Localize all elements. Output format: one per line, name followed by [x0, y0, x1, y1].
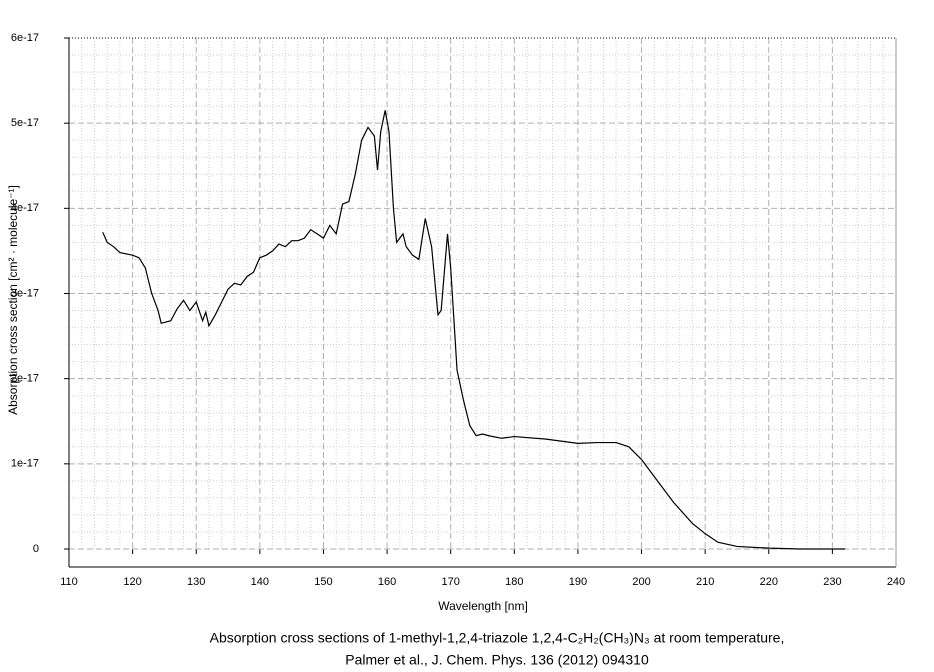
caption: Absorption cross sections of 1-methyl-1,…: [210, 630, 785, 646]
x-tick-label: 110: [60, 576, 78, 588]
y-tick-label: 2e-17: [11, 373, 39, 385]
x-tick-label: 180: [505, 576, 523, 588]
x-tick-label: 140: [251, 576, 269, 588]
y-tick-label: 5e-17: [11, 117, 39, 129]
x-tick-label: 190: [569, 576, 587, 588]
x-tick-label: 240: [887, 576, 905, 588]
x-tick-label: 230: [823, 576, 841, 588]
x-tick-label: 120: [123, 576, 141, 588]
y-axis-label: Absorption cross section [cm² · molecule…: [6, 185, 20, 415]
y-tick-label: 4e-17: [11, 202, 39, 214]
y-tick-label: 1e-17: [11, 458, 39, 470]
x-tick-label: 170: [442, 576, 460, 588]
x-axis-label: Wavelength [nm]: [438, 599, 528, 613]
x-tick-label: 160: [378, 576, 396, 588]
y-tick-label: 0: [33, 543, 39, 555]
x-tick-label: 130: [187, 576, 205, 588]
x-tick-label: 200: [632, 576, 650, 588]
y-tick-label: 3e-17: [11, 287, 39, 299]
x-tick-label: 220: [760, 576, 778, 588]
y-tick-label: 6e-17: [11, 32, 39, 44]
caption: Palmer et al., J. Chem. Phys. 136 (2012)…: [345, 652, 649, 668]
x-tick-label: 210: [696, 576, 714, 588]
data-line: [102, 110, 846, 550]
x-tick-label: 150: [314, 576, 332, 588]
